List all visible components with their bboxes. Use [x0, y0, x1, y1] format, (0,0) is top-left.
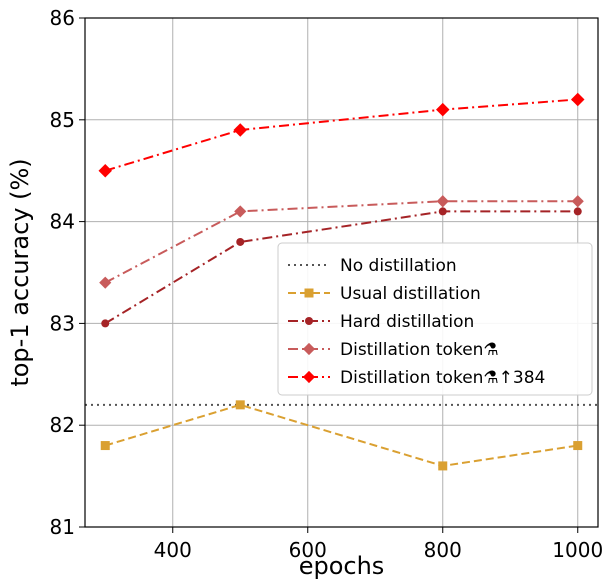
series-1 — [100, 400, 583, 471]
legend-item: Usual distillation — [288, 284, 481, 304]
series-line — [104, 200, 578, 284]
data-point — [98, 163, 112, 178]
data-point — [571, 195, 584, 208]
legend-label: Distillation token⚗ — [340, 340, 499, 360]
x-tick-label: 400 — [154, 538, 192, 562]
series-4 — [98, 92, 585, 178]
data-point — [234, 205, 247, 218]
data-point — [436, 195, 449, 208]
ticks: 400 600 800 1000 81 82 83 84 85 86 — [50, 6, 604, 562]
legend-item: Distillation token⚗↑384 — [288, 368, 545, 388]
data-point — [236, 237, 245, 246]
data-point — [235, 400, 245, 410]
series-line — [104, 98, 578, 172]
legend-label: Usual distillation — [340, 284, 481, 304]
legend-label: Hard distillation — [340, 312, 474, 332]
legend-item: Distillation token⚗ — [288, 340, 499, 360]
data-point — [438, 461, 448, 471]
legend-label: No distillation — [340, 256, 457, 276]
legend-item: Hard distillation — [288, 312, 474, 332]
series-line — [104, 403, 578, 467]
legend-swatch-marker — [305, 317, 313, 325]
series-2 — [101, 207, 582, 328]
series-layer — [85, 92, 598, 471]
data-point — [436, 102, 450, 117]
y-tick-label: 86 — [50, 6, 75, 30]
y-axis-label: top-1 accuracy (%) — [6, 158, 34, 386]
legend: No distillation Usual distillation Hard di… — [277, 242, 593, 396]
legend-box — [277, 242, 593, 396]
y-tick-label: 81 — [50, 515, 75, 539]
y-tick-label: 83 — [50, 311, 75, 335]
legend-swatch-marker — [304, 288, 314, 298]
data-point — [100, 441, 110, 451]
legend-swatch-marker — [302, 370, 316, 384]
data-point — [571, 92, 585, 107]
x-tick-label: 600 — [289, 538, 327, 562]
y-tick-label: 82 — [50, 413, 75, 437]
y-tick-label: 84 — [50, 210, 75, 234]
legend-label: Distillation token⚗↑384 — [340, 368, 545, 388]
data-point — [99, 276, 112, 289]
data-point — [233, 123, 247, 137]
series-3 — [99, 195, 584, 289]
x-tick-label: 800 — [424, 538, 462, 562]
x-tick-label: 1000 — [552, 538, 603, 562]
data-point — [573, 441, 583, 451]
legend-swatch-marker — [302, 342, 316, 356]
series-line — [104, 210, 578, 325]
data-point — [101, 319, 110, 328]
y-tick-label: 85 — [50, 108, 75, 132]
data-point — [573, 207, 582, 216]
plot-frame — [84, 17, 599, 528]
x-axis-label: epochs — [299, 552, 385, 580]
data-point — [438, 207, 447, 216]
legend-item: No distillation — [288, 256, 457, 276]
